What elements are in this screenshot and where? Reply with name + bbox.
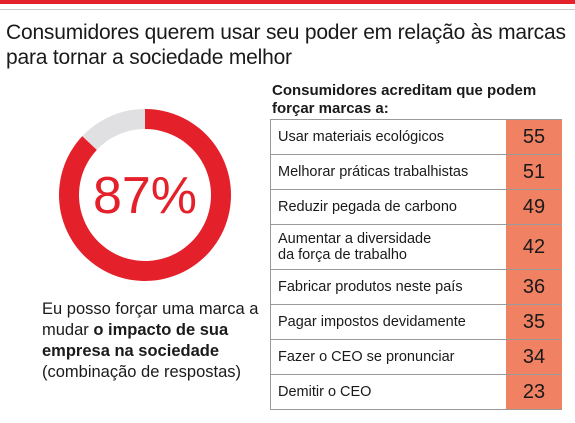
row-label: Fazer o CEO se pronunciar — [278, 349, 455, 365]
caption-part-1: Eu posso forçar uma marca a mudar — [42, 300, 259, 339]
row-label: Demitir o CEO — [278, 384, 372, 400]
top-divider — [0, 9, 575, 10]
row-value: 51 — [506, 155, 562, 189]
table-row: Aumentar a diversidade da força de traba… — [270, 225, 562, 270]
row-label: Fabricar produtos neste país — [278, 279, 463, 295]
table-row: Fazer o CEO se pronunciar 34 — [270, 340, 562, 375]
table-row: Fabricar produtos neste país 36 — [270, 270, 562, 305]
row-label: Aumentar a diversidade da força de traba… — [278, 231, 432, 263]
caption-part-3: (combinação de respostas) — [42, 363, 242, 381]
row-value: 49 — [506, 190, 562, 224]
row-label: Usar materiais ecológicos — [278, 129, 445, 145]
page-title: Consumidores querem usar seu poder em re… — [6, 21, 566, 69]
donut-center-label: 87% — [93, 167, 197, 225]
top-accent-rule — [0, 0, 575, 4]
row-value: 34 — [506, 340, 562, 374]
row-label: Melhorar práticas trabalhistas — [278, 164, 469, 180]
row-label: Reduzir pegada de carbono — [278, 199, 457, 215]
donut-caption: Eu posso forçar uma marca a mudar o impa… — [42, 299, 272, 383]
row-value: 23 — [506, 375, 562, 409]
row-value: 35 — [506, 305, 562, 339]
row-value: 42 — [506, 225, 562, 269]
table-row: Reduzir pegada de carbono 49 — [270, 190, 562, 225]
table-row: Melhorar práticas trabalhistas 51 — [270, 155, 562, 190]
table-row: Demitir o CEO 23 — [270, 375, 562, 410]
row-value: 55 — [506, 120, 562, 154]
list-heading: Consumidores acreditam que podem forçar … — [272, 82, 537, 117]
actions-table: Usar materiais ecológicos 55 Melhorar prát… — [270, 119, 562, 410]
table-row: Usar materiais ecológicos 55 — [270, 120, 562, 155]
row-value: 36 — [506, 270, 562, 304]
caption-part-2: o impacto de sua empresa na sociedade — [42, 321, 229, 360]
table-row: Pagar impostos devidamente 35 — [270, 305, 562, 340]
row-label: Pagar impostos devidamente — [278, 314, 466, 330]
donut-slice-remainder — [82, 109, 145, 150]
donut-chart: 87% — [58, 109, 231, 281]
